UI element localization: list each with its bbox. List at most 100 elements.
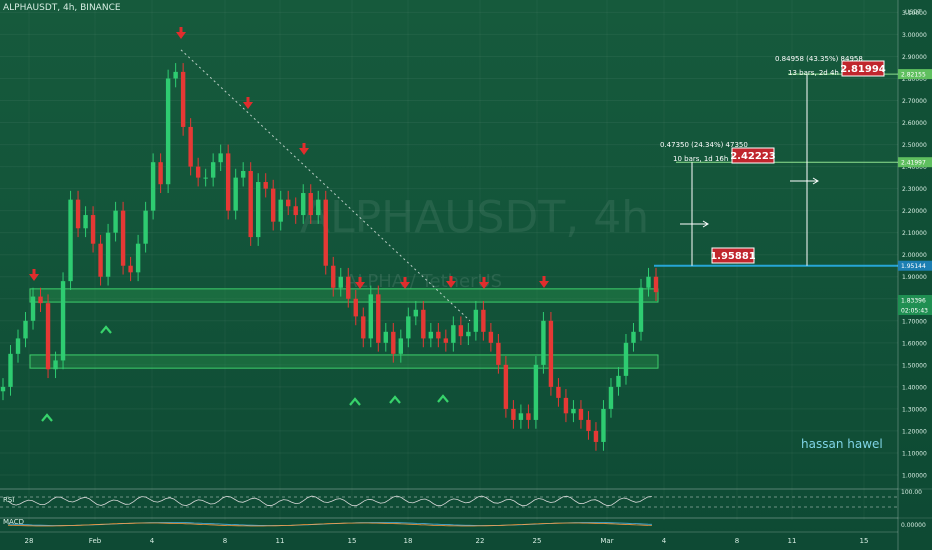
candle-body <box>45 303 51 370</box>
candle-body <box>391 331 396 354</box>
measure2-bars: 13 bars, 2d 4h <box>788 69 839 77</box>
candle-body <box>158 162 163 185</box>
candle-body <box>406 316 411 339</box>
candle-body <box>53 360 58 370</box>
price-tick-label: 2.70000 <box>902 98 927 105</box>
sell-signal-icon <box>479 277 489 289</box>
candle-body <box>113 210 118 233</box>
macd-label: MACD <box>3 518 24 526</box>
candle-body <box>286 199 291 207</box>
time-tick-label: 8 <box>223 537 227 545</box>
arrow-head <box>812 177 819 185</box>
watermark-symbol: ALPHAUSDT, 4h <box>300 192 649 243</box>
candle-body <box>586 419 591 431</box>
candle-body <box>225 153 231 211</box>
candle-body <box>443 338 449 343</box>
buy-signal-icon <box>349 397 361 406</box>
candle-body <box>533 364 539 420</box>
measure1-text: 0.47350 (24.34%) 47350 <box>660 141 748 149</box>
rsi-axis-label: 100.00 <box>901 489 922 496</box>
target1-axis-tag-bg <box>898 157 932 168</box>
candle-body <box>631 331 636 343</box>
price-tick-label: 1.50000 <box>902 362 927 369</box>
buy-signal-icon <box>389 395 401 404</box>
price-tick-label: 2.10000 <box>902 230 927 237</box>
price-tick-label: 2.30000 <box>902 186 927 193</box>
price-tick-label: 3.10000 <box>902 10 927 17</box>
measure1-bars: 10 bars, 1d 16h <box>673 155 728 163</box>
candle-body <box>263 182 268 189</box>
resistance-zone <box>29 288 659 303</box>
candle-body <box>8 353 13 387</box>
candle-body <box>323 199 328 266</box>
breakout-tag: 1.95881 <box>710 251 756 262</box>
price-axis-bg <box>898 0 932 550</box>
watermark-pair: ALPHA / TetherUS <box>345 271 502 292</box>
candle-body <box>503 364 509 409</box>
candle-body <box>421 309 426 339</box>
candle-body <box>338 276 343 288</box>
candle-body <box>548 320 554 387</box>
candle-body <box>398 338 404 354</box>
candle-body <box>473 309 479 332</box>
candle-body <box>458 325 464 337</box>
buy-signal-icon <box>41 413 53 422</box>
dotted-trendline <box>180 49 471 322</box>
candle-body <box>210 162 216 178</box>
time-tick-label: 4 <box>150 537 155 545</box>
candle-body <box>105 232 111 277</box>
candle-body <box>481 309 486 332</box>
price-tick-label: 1.60000 <box>902 340 927 347</box>
candle-body <box>428 331 434 339</box>
candle-body <box>23 320 28 339</box>
time-tick-label: 28 <box>25 537 34 545</box>
candle-body <box>143 210 148 244</box>
sell-signal-icon <box>176 27 186 39</box>
target2-tag: 2.81994 <box>840 64 886 75</box>
candle-body <box>308 193 313 216</box>
candle-body <box>173 71 178 79</box>
price-tick-label: 1.90000 <box>902 274 927 281</box>
price-tick-label: 2.00000 <box>902 252 927 259</box>
price-tick-label: 1.40000 <box>902 384 927 391</box>
candle-body <box>128 265 133 273</box>
candle-body <box>165 78 171 185</box>
candle-body <box>563 397 569 414</box>
time-tick-label: 11 <box>788 537 797 545</box>
candle-body <box>316 199 321 216</box>
candle-body <box>646 276 651 288</box>
candle-body <box>608 386 614 409</box>
time-tick-label: 8 <box>735 537 739 545</box>
time-tick-label: 15 <box>860 537 869 545</box>
candle-body <box>195 166 201 178</box>
rsi-line <box>7 495 652 507</box>
target1-tag: 2.42223 <box>730 151 776 162</box>
candle-body <box>83 215 88 229</box>
candle-body <box>541 320 546 365</box>
candle-body <box>0 386 6 392</box>
target1-axis-tag: 2.41997 <box>901 160 926 167</box>
candle-body <box>180 71 186 127</box>
price-tick-label: 2.40000 <box>902 164 927 171</box>
candle-body <box>368 294 373 339</box>
candle-body <box>361 316 366 339</box>
macd-signal-line <box>7 522 652 527</box>
macd-axis-label: 0.00000 <box>901 522 926 529</box>
time-tick-label: 4 <box>662 537 667 545</box>
candle-body <box>623 342 629 376</box>
candle-body <box>511 408 516 420</box>
time-tick-label: Feb <box>89 537 102 545</box>
target1-tag-bg <box>731 147 775 164</box>
symbol-title: ALPHAUSDT, 4h, BINANCE <box>3 3 121 13</box>
price-tick-label: 3.00000 <box>902 32 927 39</box>
candle-body <box>376 294 381 343</box>
buy-signal-icon <box>100 325 112 334</box>
sell-signal-icon <box>539 276 549 288</box>
time-tick-label: Mar <box>600 537 613 545</box>
candle-body <box>578 408 584 420</box>
countdown-tag-bg <box>898 305 932 315</box>
countdown-tag: 02:05:43 <box>901 308 928 315</box>
candle-body <box>255 182 261 238</box>
candle-body <box>526 413 531 420</box>
